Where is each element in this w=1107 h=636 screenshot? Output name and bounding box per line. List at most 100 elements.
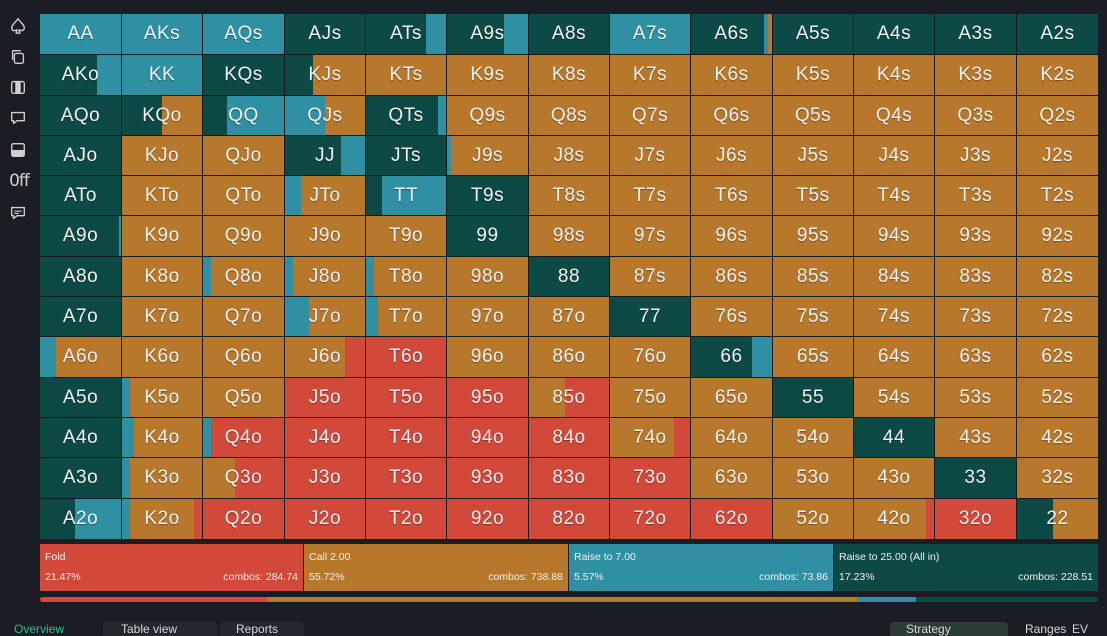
comment-icon[interactable]: [7, 107, 29, 129]
hand-cell[interactable]: A8o: [40, 257, 121, 296]
hand-cell[interactable]: 88: [529, 257, 609, 296]
hand-cell[interactable]: 73o: [610, 458, 690, 498]
hand-cell[interactable]: 73s: [935, 297, 1016, 336]
tab-overview[interactable]: Overview: [14, 622, 84, 636]
hand-cell[interactable]: AKs: [122, 14, 202, 54]
hand-cell[interactable]: 95o: [447, 378, 528, 417]
hand-cell[interactable]: J5o: [285, 378, 365, 417]
hand-cell[interactable]: KQo: [122, 96, 202, 135]
hand-cell[interactable]: J3s: [935, 136, 1016, 175]
hand-cell[interactable]: J4s: [854, 136, 934, 175]
hand-cell[interactable]: A9o: [40, 216, 121, 256]
hand-cell[interactable]: T4o: [366, 418, 446, 457]
hand-cell[interactable]: 82o: [529, 499, 609, 539]
hand-cell[interactable]: 86o: [529, 337, 609, 377]
hand-cell[interactable]: 83o: [529, 458, 609, 498]
hand-cell[interactable]: QJo: [203, 136, 284, 175]
hand-cell[interactable]: K7o: [122, 297, 202, 336]
hand-cell[interactable]: K4o: [122, 418, 202, 457]
hand-cell[interactable]: AQo: [40, 96, 121, 135]
hand-cell[interactable]: T2s: [1017, 176, 1098, 215]
hand-cell[interactable]: Q4o: [203, 418, 284, 457]
spade-icon[interactable]: [7, 15, 29, 37]
hand-cell[interactable]: 63s: [935, 337, 1016, 377]
hand-cell[interactable]: 62s: [1017, 337, 1098, 377]
hand-cell[interactable]: Q9s: [447, 96, 528, 135]
hand-cell[interactable]: 94s: [854, 216, 934, 256]
hand-cell[interactable]: QTs: [366, 96, 446, 135]
hand-cell[interactable]: Q4s: [854, 96, 934, 135]
hand-cell[interactable]: 52o: [773, 499, 853, 539]
action-allin-block[interactable]: Raise to 25.00 (All in) 17.23% combos: 228…: [834, 544, 1098, 591]
hand-cell[interactable]: 32o: [935, 499, 1016, 539]
hand-cell[interactable]: J9s: [447, 136, 528, 175]
hand-cell[interactable]: A3o: [40, 458, 121, 498]
hand-cell[interactable]: Q7s: [610, 96, 690, 135]
hand-cell[interactable]: KJo: [122, 136, 202, 175]
hand-cell[interactable]: T4s: [854, 176, 934, 215]
hand-cell[interactable]: 42s: [1017, 418, 1098, 457]
hand-cell[interactable]: K2o: [122, 499, 202, 539]
hand-cell[interactable]: 84o: [529, 418, 609, 457]
hand-cell[interactable]: A3s: [935, 14, 1016, 54]
off-toggle[interactable]: 0ff: [6, 170, 32, 192]
hand-cell[interactable]: K4s: [854, 55, 934, 95]
hand-cell[interactable]: T6s: [691, 176, 772, 215]
hand-cell[interactable]: A4s: [854, 14, 934, 54]
hand-cell[interactable]: A2o: [40, 499, 121, 539]
hand-cell[interactable]: JTs: [366, 136, 446, 175]
hand-cell[interactable]: Q3s: [935, 96, 1016, 135]
hand-cell[interactable]: T5s: [773, 176, 853, 215]
hand-cell[interactable]: K2s: [1017, 55, 1098, 95]
hand-cell[interactable]: 64s: [854, 337, 934, 377]
hand-cell[interactable]: 65s: [773, 337, 853, 377]
hand-cell[interactable]: T9o: [366, 216, 446, 256]
hand-cell[interactable]: K6s: [691, 55, 772, 95]
hand-cell[interactable]: KK: [122, 55, 202, 95]
hand-cell[interactable]: T5o: [366, 378, 446, 417]
hand-cell[interactable]: 82s: [1017, 257, 1098, 296]
hand-cell[interactable]: 63o: [691, 458, 772, 498]
hand-cell[interactable]: T2o: [366, 499, 446, 539]
hand-cell[interactable]: A9s: [447, 14, 528, 54]
hand-cell[interactable]: J3o: [285, 458, 365, 498]
hand-cell[interactable]: A2s: [1017, 14, 1098, 54]
hand-cell[interactable]: Q8s: [529, 96, 609, 135]
hand-cell[interactable]: AJs: [285, 14, 365, 54]
hand-cell[interactable]: K7s: [610, 55, 690, 95]
hand-cell[interactable]: 86s: [691, 257, 772, 296]
hand-cell[interactable]: 76o: [610, 337, 690, 377]
hand-cell[interactable]: 83s: [935, 257, 1016, 296]
hand-cell[interactable]: 32s: [1017, 458, 1098, 498]
hand-cell[interactable]: J7o: [285, 297, 365, 336]
hand-cell[interactable]: Q9o: [203, 216, 284, 256]
hand-cell[interactable]: A4o: [40, 418, 121, 457]
hand-cell[interactable]: 92o: [447, 499, 528, 539]
hand-cell[interactable]: Q7o: [203, 297, 284, 336]
hand-cell[interactable]: T8o: [366, 257, 446, 296]
hand-cell[interactable]: J9o: [285, 216, 365, 256]
hand-cell[interactable]: K8s: [529, 55, 609, 95]
chat-icon[interactable]: [7, 202, 29, 224]
hand-cell[interactable]: 53o: [773, 458, 853, 498]
hand-cell[interactable]: Q5o: [203, 378, 284, 417]
hand-cell[interactable]: A7o: [40, 297, 121, 336]
hand-cell[interactable]: 74o: [610, 418, 690, 457]
hand-cell[interactable]: 53s: [935, 378, 1016, 417]
hand-cell[interactable]: J4o: [285, 418, 365, 457]
hand-cell[interactable]: 96o: [447, 337, 528, 377]
hand-cell[interactable]: 52s: [1017, 378, 1098, 417]
hand-cell[interactable]: T3o: [366, 458, 446, 498]
hand-cell[interactable]: AKo: [40, 55, 121, 95]
hand-cell[interactable]: Q2o: [203, 499, 284, 539]
hand-cell[interactable]: A6s: [691, 14, 772, 54]
hand-cell[interactable]: 97o: [447, 297, 528, 336]
hand-cell[interactable]: KJs: [285, 55, 365, 95]
hand-cell[interactable]: 43s: [935, 418, 1016, 457]
hand-cell[interactable]: 92s: [1017, 216, 1098, 256]
hand-cell[interactable]: A7s: [610, 14, 690, 54]
tab-ranges[interactable]: Ranges: [1025, 622, 1077, 636]
hand-cell[interactable]: KTs: [366, 55, 446, 95]
hand-cell[interactable]: 72o: [610, 499, 690, 539]
hand-cell[interactable]: T8s: [529, 176, 609, 215]
